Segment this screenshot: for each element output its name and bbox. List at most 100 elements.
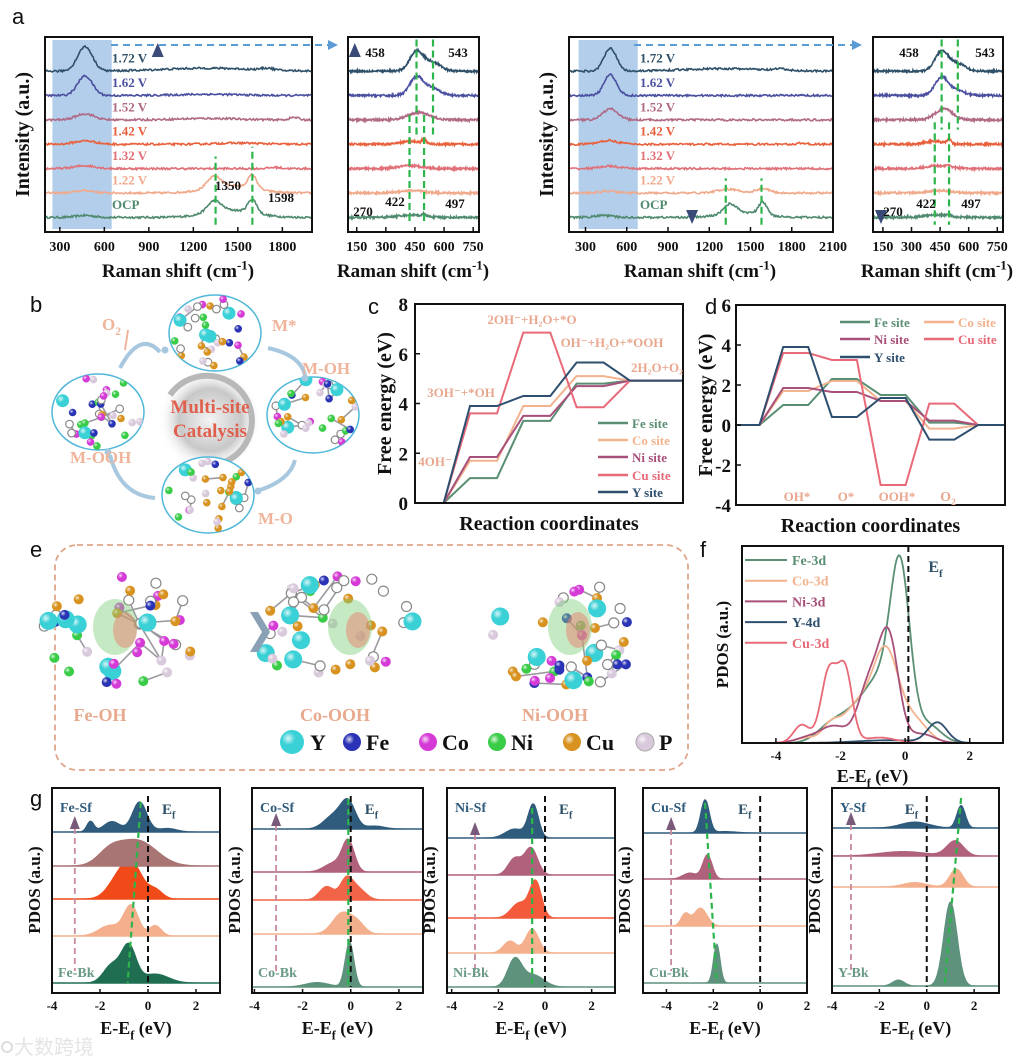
atom-highlight	[281, 606, 300, 625]
cycle-arrow	[267, 346, 307, 376]
plot-frame	[568, 36, 834, 233]
atom-highlight	[81, 419, 89, 427]
raman-curve-172V	[568, 46, 834, 74]
text-part: E	[162, 802, 172, 818]
subscript: f	[569, 811, 573, 822]
atom-highlight	[111, 390, 120, 399]
x-axis-label: E-Ef (eV)	[837, 766, 909, 790]
atom-highlight	[323, 380, 332, 388]
state-label-m-o: M-O	[258, 509, 293, 528]
step-label: 2H₂O+O₂	[631, 360, 683, 375]
bulk-label: Ni-Bk	[453, 966, 489, 981]
surface-label: Cu-Sf	[651, 801, 686, 816]
y-tick-label: 2	[722, 376, 732, 397]
raman-curve-OCP	[568, 200, 834, 220]
atom-highlight	[88, 400, 97, 409]
fermi-label: Ef	[905, 802, 919, 822]
atom-highlight	[491, 607, 510, 626]
y-axis-label: Free energy (eV)	[374, 332, 396, 475]
y-tick-label: 2	[399, 444, 409, 465]
text-part: Raman shift (cm	[624, 261, 759, 282]
atom-highlight	[184, 305, 192, 313]
y-axis-label: PDOS (a.u.)	[25, 846, 44, 933]
pdos-curve-Cu-3d	[742, 659, 1003, 744]
text-part: Raman shift (cm	[337, 261, 472, 282]
x-tick-label: 300	[375, 240, 396, 255]
atom-highlight	[229, 492, 243, 506]
d-band-center-trend-line	[126, 801, 142, 984]
raman-curve-162V	[45, 74, 312, 98]
atom-highlight	[620, 659, 631, 670]
y-tick-label: 8	[399, 295, 409, 316]
atom-highlight	[123, 595, 134, 606]
atom-highlight	[272, 402, 280, 410]
atom-highlight	[225, 487, 234, 496]
legend-atom-label: Fe	[366, 730, 389, 755]
panel-label-d: d	[705, 294, 717, 319]
raman-curve-142V	[44, 139, 313, 148]
surface-label: Y-Sf	[840, 801, 866, 816]
raman-curve-172V	[872, 48, 1004, 75]
atomic-structure	[38, 572, 196, 689]
x-tick-label: -2	[874, 998, 885, 1013]
legend-label: Fe site	[874, 315, 910, 330]
raman-curve-162V	[872, 74, 1004, 100]
atom-highlight	[212, 305, 221, 313]
text-part: )	[1007, 261, 1013, 282]
x-tick-label: -4	[770, 748, 781, 763]
atom-highlight	[337, 415, 346, 424]
atom-highlight	[283, 413, 292, 421]
layer-pdos-area	[643, 907, 807, 927]
bond	[312, 575, 339, 609]
series-label: OCP	[112, 197, 140, 212]
atom-highlight	[595, 676, 606, 687]
raman-curve-152V	[568, 107, 834, 123]
x-tick-label: -4	[446, 998, 457, 1013]
d-band-center-trend-line	[703, 802, 718, 984]
x-tick-label: 900	[658, 240, 679, 255]
atom-highlight	[588, 599, 607, 618]
text-part: E-E	[837, 766, 867, 786]
text-part: E-E	[495, 1018, 525, 1038]
series-label: 1.62 V	[112, 75, 148, 90]
superscript: -1	[996, 257, 1007, 272]
text-part: E	[738, 802, 748, 818]
text-part: E	[559, 802, 569, 818]
text-part: E	[905, 802, 915, 818]
atom-highlight	[156, 655, 167, 666]
bulk-label: Y-Bk	[838, 966, 869, 981]
atom-highlight	[39, 611, 58, 630]
series-label: 1.42 V	[112, 124, 148, 139]
x-tick-label: 750	[463, 240, 484, 255]
raman-curve-152V	[44, 112, 313, 123]
raman-curve-132V	[347, 162, 480, 173]
peak-annotation: 543	[448, 45, 468, 60]
pdos-curve-Fe-3d	[742, 554, 1003, 744]
atom-highlight	[189, 474, 197, 482]
atom-highlight	[206, 302, 214, 310]
atom-highlight	[108, 420, 116, 428]
legend-atom-label: P	[659, 730, 672, 755]
text-part: (eV)	[134, 1018, 171, 1039]
catalysis-swirl-icon	[158, 368, 262, 472]
atom-highlight	[225, 339, 234, 347]
chevron-right-icon	[250, 612, 270, 652]
x-tick-label: 300	[901, 240, 922, 255]
atom-highlight	[101, 677, 112, 688]
legend-label: Ni site	[632, 450, 667, 465]
peak-annotation: 1350	[215, 178, 241, 193]
surface-label: Fe-Sf	[60, 801, 92, 816]
atom-highlight	[115, 405, 124, 413]
arrow-down-icon	[686, 210, 699, 224]
step-label: O2	[940, 490, 956, 508]
arrow-down-icon	[875, 210, 888, 224]
raman-curve-152V	[347, 109, 480, 124]
atom-highlight	[521, 663, 532, 674]
text-part: E-E	[880, 1018, 910, 1038]
atom-highlight	[277, 397, 291, 411]
x-tick-label: -4	[827, 998, 838, 1013]
y-axis-label: Intensity (a.u.)	[536, 72, 558, 197]
atom-highlight	[284, 650, 303, 669]
atom-highlight	[583, 676, 594, 687]
